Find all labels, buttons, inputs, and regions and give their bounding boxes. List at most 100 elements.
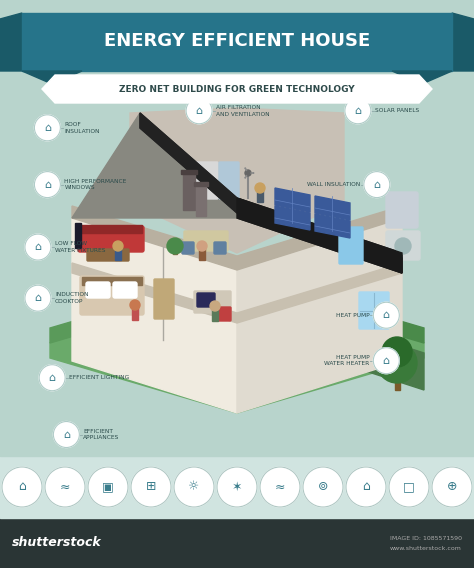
Text: ≈: ≈ xyxy=(275,481,285,494)
Text: ⊚: ⊚ xyxy=(318,481,328,494)
Polygon shape xyxy=(275,188,310,212)
Circle shape xyxy=(88,467,128,507)
Polygon shape xyxy=(310,316,424,390)
Circle shape xyxy=(346,467,386,507)
Circle shape xyxy=(210,301,220,311)
Text: ⌂: ⌂ xyxy=(195,106,203,116)
FancyBboxPatch shape xyxy=(359,292,389,329)
Text: ⌂: ⌂ xyxy=(373,179,381,190)
Circle shape xyxy=(113,241,123,251)
Circle shape xyxy=(345,98,371,124)
FancyBboxPatch shape xyxy=(219,162,239,199)
Text: ROOF
INSULATION: ROOF INSULATION xyxy=(64,122,100,133)
FancyArrowPatch shape xyxy=(245,176,246,178)
Circle shape xyxy=(25,285,51,311)
Text: ≈: ≈ xyxy=(60,481,70,494)
Circle shape xyxy=(389,467,429,507)
Circle shape xyxy=(25,234,51,260)
Polygon shape xyxy=(237,218,402,413)
Text: HIGH PERFORMANCE
WINDOWS: HIGH PERFORMANCE WINDOWS xyxy=(64,179,127,190)
Polygon shape xyxy=(237,273,424,343)
Text: LOW FLOW
WATER FIXTURES: LOW FLOW WATER FIXTURES xyxy=(55,241,105,253)
Text: HEAT PUMP
WATER HEATER: HEAT PUMP WATER HEATER xyxy=(324,355,369,366)
Polygon shape xyxy=(130,108,344,253)
Circle shape xyxy=(374,302,399,328)
Circle shape xyxy=(364,172,390,198)
Text: ⌂: ⌂ xyxy=(34,242,42,252)
FancyBboxPatch shape xyxy=(339,227,363,264)
Circle shape xyxy=(167,238,183,254)
Bar xyxy=(257,188,263,202)
FancyBboxPatch shape xyxy=(386,231,420,260)
Text: ⊞: ⊞ xyxy=(146,481,156,494)
Polygon shape xyxy=(0,13,22,71)
Bar xyxy=(75,223,81,248)
Polygon shape xyxy=(50,273,237,343)
FancyBboxPatch shape xyxy=(197,293,215,307)
Bar xyxy=(183,172,195,210)
FancyBboxPatch shape xyxy=(78,226,144,252)
Text: ☼: ☼ xyxy=(188,481,200,494)
Text: ⌂: ⌂ xyxy=(354,106,362,116)
FancyBboxPatch shape xyxy=(113,282,137,298)
Polygon shape xyxy=(50,288,424,413)
Text: AIR FILTRATION
AND VENTILATION: AIR FILTRATION AND VENTILATION xyxy=(216,105,270,116)
Text: ⌂: ⌂ xyxy=(63,429,70,440)
FancyBboxPatch shape xyxy=(86,282,110,298)
Circle shape xyxy=(35,172,60,198)
FancyBboxPatch shape xyxy=(214,242,226,254)
Text: ✶: ✶ xyxy=(232,481,242,494)
Text: WALL INSULATION: WALL INSULATION xyxy=(307,182,360,187)
FancyBboxPatch shape xyxy=(154,279,174,319)
Circle shape xyxy=(245,170,251,176)
Text: ⌂: ⌂ xyxy=(48,373,56,383)
Text: □: □ xyxy=(403,481,415,494)
Circle shape xyxy=(374,348,399,374)
Circle shape xyxy=(382,337,412,367)
Polygon shape xyxy=(42,75,432,103)
FancyBboxPatch shape xyxy=(80,276,144,315)
Circle shape xyxy=(39,365,65,391)
Polygon shape xyxy=(140,113,237,213)
Text: IMAGE ID: 1085571590: IMAGE ID: 1085571590 xyxy=(390,536,462,541)
Bar xyxy=(395,368,400,390)
Text: EFFICIENT
APPLIANCES: EFFICIENT APPLIANCES xyxy=(83,429,120,440)
Circle shape xyxy=(432,467,472,507)
Circle shape xyxy=(174,467,214,507)
FancyBboxPatch shape xyxy=(217,307,231,321)
Polygon shape xyxy=(72,263,402,323)
Bar xyxy=(80,225,142,233)
Text: shutterstock: shutterstock xyxy=(12,537,102,549)
Text: ZERO NET BUILDING FOR GREEN TECHNOLOGY: ZERO NET BUILDING FOR GREEN TECHNOLOGY xyxy=(119,85,355,94)
Text: ⌂: ⌂ xyxy=(44,179,51,190)
Circle shape xyxy=(377,343,417,383)
Text: INDUCTION
COOKTOP: INDUCTION COOKTOP xyxy=(55,293,89,304)
Circle shape xyxy=(217,467,257,507)
Text: ⌂: ⌂ xyxy=(383,356,390,366)
Text: ▣: ▣ xyxy=(102,481,114,494)
Bar xyxy=(196,184,206,216)
Circle shape xyxy=(186,98,212,124)
Bar xyxy=(181,170,197,174)
Bar xyxy=(82,277,142,285)
Bar xyxy=(22,13,452,71)
Text: ⌂: ⌂ xyxy=(34,293,42,303)
Text: www.shutterstock.com: www.shutterstock.com xyxy=(390,545,462,550)
Circle shape xyxy=(131,467,171,507)
Text: ⌂: ⌂ xyxy=(18,481,26,494)
FancyBboxPatch shape xyxy=(184,231,228,251)
FancyBboxPatch shape xyxy=(87,249,129,261)
Polygon shape xyxy=(315,196,350,220)
Bar xyxy=(0,71,474,456)
FancyArrowPatch shape xyxy=(245,168,246,170)
Polygon shape xyxy=(392,71,452,84)
Text: EFFICIENT LIGHTING: EFFICIENT LIGHTING xyxy=(69,375,129,380)
Text: ⌂: ⌂ xyxy=(44,123,51,133)
Circle shape xyxy=(45,467,85,507)
Polygon shape xyxy=(452,13,474,71)
Circle shape xyxy=(54,421,79,448)
Text: ⌂: ⌂ xyxy=(383,310,390,320)
Bar xyxy=(0,456,474,518)
Bar xyxy=(212,306,218,321)
Text: ENERGY EFFICIENT HOUSE: ENERGY EFFICIENT HOUSE xyxy=(104,32,370,50)
